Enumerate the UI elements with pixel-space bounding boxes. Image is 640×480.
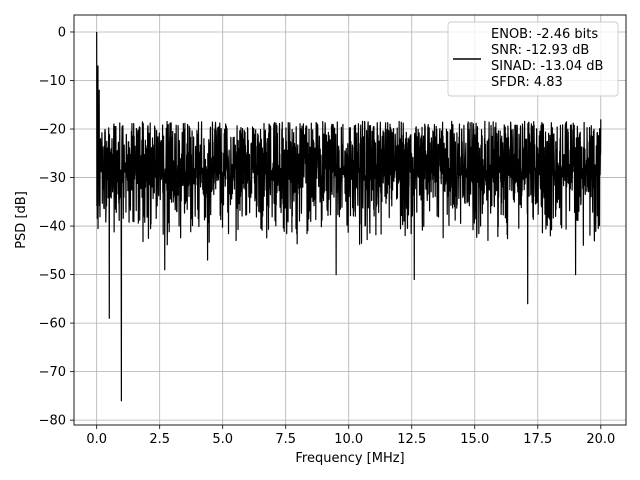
legend-line-1: ENOB: -2.46 bits [491, 27, 598, 42]
x-tick-label: 20.0 [586, 432, 615, 447]
y-tick-label: −40 [39, 220, 66, 235]
y-tick-label: −20 [39, 123, 66, 138]
x-tick-label: 15.0 [460, 432, 489, 447]
y-tick-label: −50 [39, 268, 66, 283]
x-tick-label: 5.0 [212, 432, 233, 447]
y-tick-label: 0 [58, 25, 66, 40]
legend-box [447, 21, 619, 97]
x-axis-ticks: 0.0 2.5 5.0 7.5 10.0 12.5 15.0 17.5 20.0 [86, 425, 615, 447]
psd-line [96, 31, 602, 402]
y-tick-label: −10 [39, 74, 66, 89]
y-tick-label: −60 [39, 317, 66, 332]
x-tick-label: 0.0 [86, 432, 107, 447]
x-tick-label: 12.5 [397, 432, 426, 447]
y-tick-label: −70 [39, 365, 66, 380]
plot-frame [73, 14, 627, 426]
x-tick-label: 2.5 [149, 432, 170, 447]
legend-line-2: SNR: -12.93 dB [491, 43, 589, 58]
psd-series [96, 31, 602, 402]
legend-line-4: SFDR: 4.83 [491, 75, 563, 90]
x-tick-label: 10.0 [334, 432, 363, 447]
x-tick-label: 7.5 [275, 432, 296, 447]
x-tick-label: 17.5 [523, 432, 552, 447]
y-axis-label: PSD [dB] [14, 191, 29, 249]
legend-line-3: SINAD: -13.04 dB [491, 59, 603, 74]
y-axis-ticks: 0 −10 −20 −30 −40 −50 −60 −70 −80 [39, 25, 74, 429]
legend: ENOB: -2.46 bits SNR: -12.93 dB SINAD: -… [447, 21, 619, 97]
y-tick-label: −80 [39, 414, 66, 429]
y-tick-label: −30 [39, 171, 66, 186]
x-axis-label: Frequency [MHz] [295, 451, 404, 466]
